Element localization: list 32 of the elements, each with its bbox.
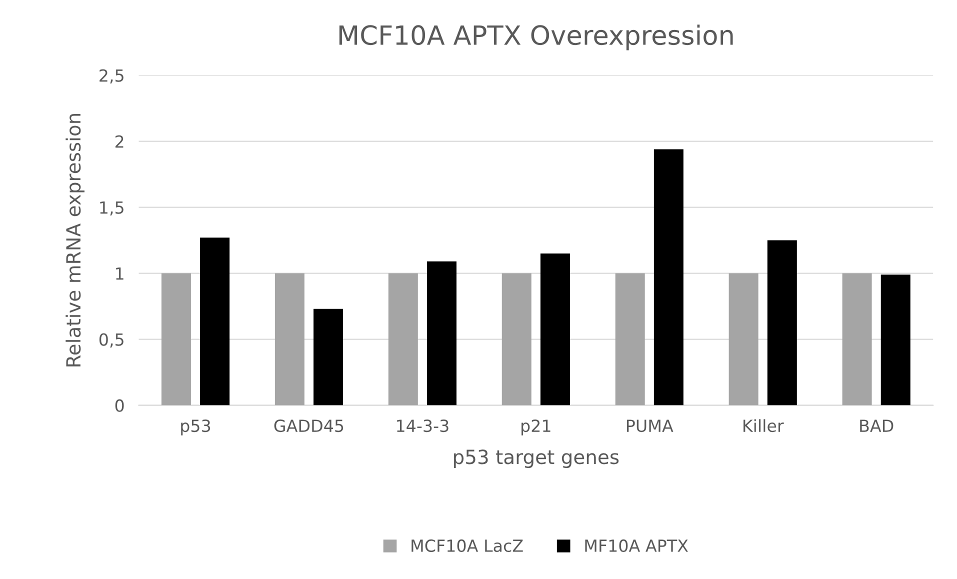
x-tick-label: Killer (744, 419, 784, 432)
x-tick-label: PUMA (627, 420, 674, 432)
x-tick-label: GADD45 (274, 419, 344, 432)
bar (767, 240, 797, 406)
legend-label: MF10A APTX (585, 539, 688, 552)
chart-title: MCF10A APTX Overexpression (339, 24, 733, 50)
bar (540, 253, 570, 406)
bar (615, 273, 645, 406)
y-tick-label: 2 (115, 135, 124, 148)
bar (274, 273, 304, 406)
bar (314, 308, 344, 406)
legend-label: MCF10A LacZ (412, 539, 523, 552)
y-tick-label: 0,5 (99, 333, 124, 348)
y-tick-label: 2,5 (100, 69, 124, 84)
bar (654, 149, 684, 406)
bar (161, 273, 191, 406)
bar (842, 273, 872, 406)
bar (502, 273, 532, 406)
y-tick-label: 0 (115, 399, 124, 412)
y-axis-title: Relative mRNA expression (66, 114, 84, 366)
x-tick-label: p53 (181, 419, 210, 436)
x-axis-title: p53 target genes (454, 450, 619, 468)
bar (426, 261, 456, 406)
y-tick-label: 1 (116, 267, 124, 280)
y-tick-label: 1,5 (100, 201, 124, 216)
x-tick-label: 14-3-3 (397, 419, 448, 432)
bar (880, 274, 910, 406)
x-tick-label: BAD (860, 420, 894, 432)
bar (200, 238, 230, 406)
x-tick-label: p21 (522, 419, 550, 436)
bar (388, 273, 418, 406)
bar (728, 273, 758, 406)
